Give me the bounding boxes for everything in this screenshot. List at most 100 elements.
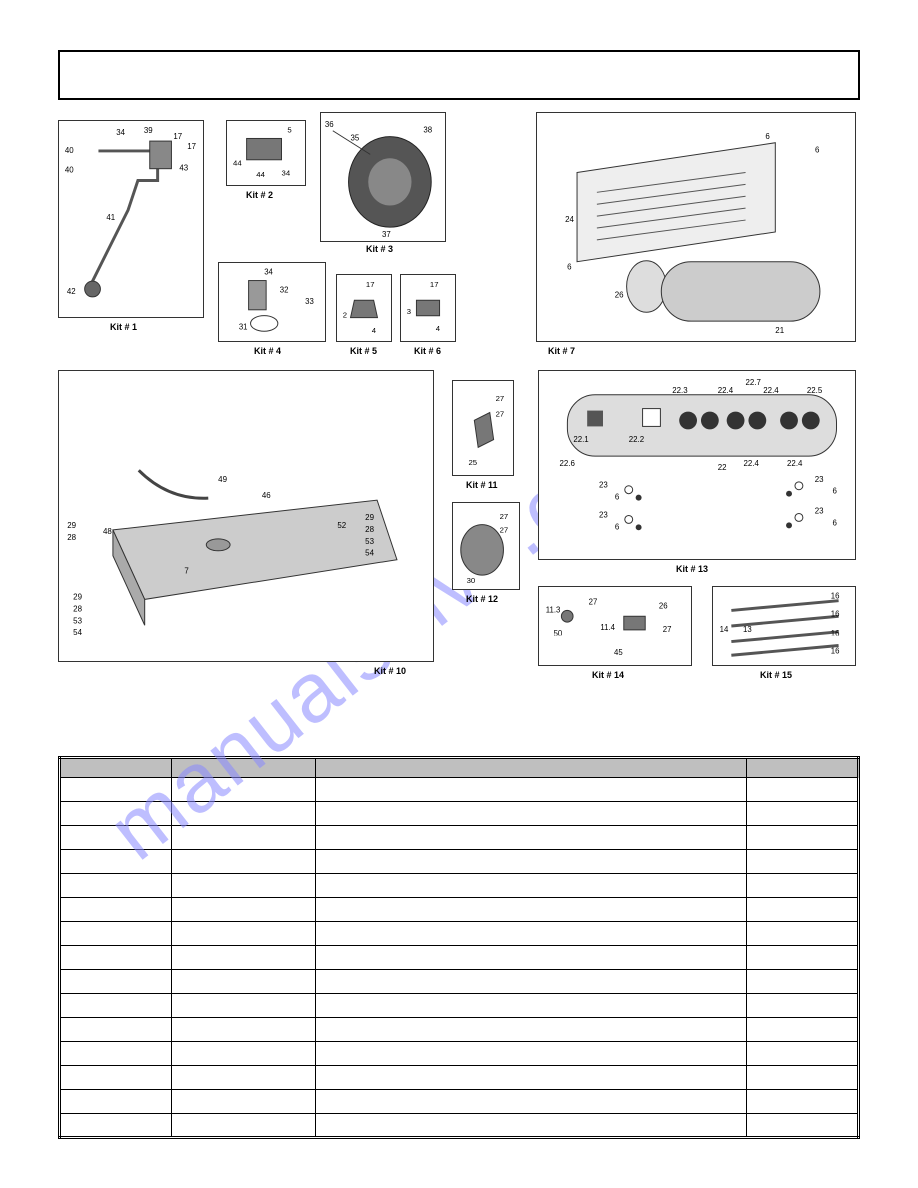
table-cell (60, 826, 172, 850)
svg-text:39: 39 (144, 126, 153, 135)
table-cell (60, 898, 172, 922)
svg-text:6: 6 (615, 493, 620, 502)
svg-text:30: 30 (467, 576, 476, 585)
svg-text:7: 7 (184, 567, 189, 576)
svg-text:16: 16 (831, 629, 840, 638)
svg-text:16: 16 (831, 646, 840, 655)
table-cell (747, 1114, 859, 1138)
table-cell (60, 1018, 172, 1042)
col-3 (315, 758, 746, 778)
svg-text:22.4: 22.4 (718, 386, 734, 395)
table-cell (747, 874, 859, 898)
svg-text:23: 23 (815, 506, 824, 515)
table-cell (171, 1114, 315, 1138)
svg-text:16: 16 (831, 609, 840, 618)
table-cell (315, 970, 746, 994)
svg-text:6: 6 (833, 487, 838, 496)
table-cell (315, 1018, 746, 1042)
svg-text:27: 27 (500, 512, 509, 521)
svg-text:23: 23 (599, 481, 608, 490)
table-cell (60, 874, 172, 898)
svg-text:49: 49 (218, 475, 227, 484)
svg-text:35: 35 (351, 134, 360, 143)
svg-text:17: 17 (187, 142, 196, 151)
table-cell (171, 874, 315, 898)
table-cell (315, 1042, 746, 1066)
svg-text:36: 36 (325, 120, 334, 129)
svg-text:41: 41 (106, 213, 115, 222)
svg-text:40: 40 (65, 166, 74, 175)
table-row (60, 1018, 859, 1042)
table-cell (171, 970, 315, 994)
table-cell (60, 850, 172, 874)
svg-text:2: 2 (343, 311, 347, 320)
kit-12-label: Kit # 12 (466, 594, 498, 604)
table-cell (171, 1018, 315, 1042)
kit-2-label: Kit # 2 (246, 190, 273, 200)
svg-text:4: 4 (436, 324, 441, 333)
svg-text:28: 28 (365, 525, 374, 534)
table-cell (747, 1018, 859, 1042)
parts-table (58, 756, 860, 1139)
table-cell (315, 994, 746, 1018)
kit-6-label: Kit # 6 (414, 346, 441, 356)
svg-text:23: 23 (599, 510, 608, 519)
kit-12-group: 27 27 30 (452, 502, 520, 590)
svg-text:52: 52 (337, 521, 346, 530)
svg-text:27: 27 (496, 394, 505, 403)
svg-text:6: 6 (833, 518, 838, 527)
table-cell (747, 994, 859, 1018)
svg-text:48: 48 (103, 527, 112, 536)
table-row (60, 922, 859, 946)
table-cell (747, 826, 859, 850)
table-cell (171, 802, 315, 826)
table-cell (60, 1114, 172, 1138)
svg-text:24: 24 (565, 215, 574, 224)
svg-text:38: 38 (423, 126, 432, 135)
table-cell (747, 922, 859, 946)
svg-text:28: 28 (67, 533, 76, 542)
svg-text:44: 44 (233, 159, 242, 168)
svg-text:17: 17 (430, 280, 439, 289)
svg-text:6: 6 (765, 132, 770, 141)
table-cell (315, 850, 746, 874)
svg-text:4: 4 (372, 326, 377, 335)
table-row (60, 898, 859, 922)
svg-text:22.7: 22.7 (745, 378, 760, 387)
svg-text:34: 34 (282, 168, 291, 177)
kit-3-label: Kit # 3 (366, 244, 393, 254)
svg-text:22.6: 22.6 (559, 459, 575, 468)
kit-2-group: 5 44 44 34 (226, 120, 306, 186)
table-cell (60, 802, 172, 826)
table-row (60, 1042, 859, 1066)
table-cell (60, 1042, 172, 1066)
table-cell (171, 898, 315, 922)
table-cell (60, 946, 172, 970)
table-cell (747, 1042, 859, 1066)
svg-text:28: 28 (73, 604, 82, 613)
svg-text:46: 46 (262, 491, 271, 500)
svg-text:53: 53 (365, 537, 374, 546)
svg-text:22.2: 22.2 (629, 435, 644, 444)
svg-text:54: 54 (365, 549, 374, 558)
svg-text:27: 27 (589, 598, 598, 607)
table-row (60, 1114, 859, 1138)
svg-text:25: 25 (468, 458, 477, 467)
kit-4-group: 34 32 33 31 (218, 262, 326, 342)
table-cell (747, 946, 859, 970)
svg-text:6: 6 (567, 263, 572, 272)
table-cell (171, 826, 315, 850)
table-cell (747, 898, 859, 922)
table-cell (60, 1090, 172, 1114)
table-cell (747, 802, 859, 826)
kit-1-group: 34 39 17 17 40 43 40 41 42 (58, 120, 204, 318)
kit-3-group: 36 35 38 37 (320, 112, 446, 242)
table-row (60, 1066, 859, 1090)
kit-1-label: Kit # 1 (110, 322, 137, 332)
table-row (60, 826, 859, 850)
svg-text:31: 31 (239, 322, 248, 331)
table-cell (171, 1090, 315, 1114)
svg-text:45: 45 (614, 648, 623, 657)
svg-text:32: 32 (280, 285, 289, 294)
col-4 (747, 758, 859, 778)
